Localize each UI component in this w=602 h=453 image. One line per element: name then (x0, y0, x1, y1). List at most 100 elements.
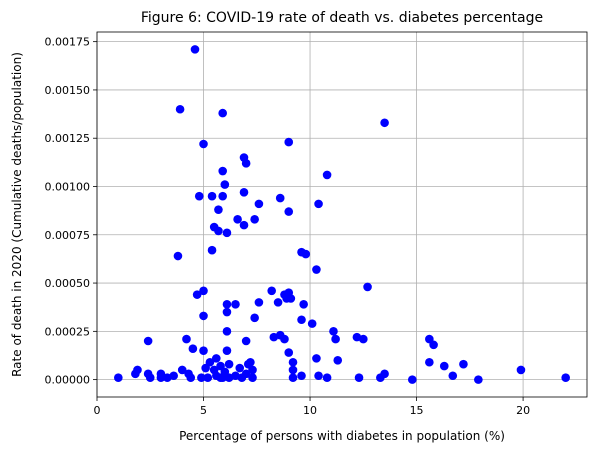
data-point (222, 346, 232, 355)
data-point (199, 286, 208, 296)
data-point (188, 344, 198, 354)
y-tick-label: 0.00075 (45, 229, 91, 242)
data-points (114, 45, 570, 384)
plot-frame (96, 31, 588, 398)
data-point (218, 108, 227, 118)
data-point (474, 375, 483, 384)
data-point (250, 313, 259, 323)
x-tick-label: 10 (303, 404, 317, 417)
y-tick-label: 0.00050 (45, 277, 91, 290)
data-point (322, 373, 332, 382)
chart-title: Figure 6: COVID-19 rate of death vs. dia… (141, 10, 543, 26)
y-axis: 0.00000 0.00025 0.00050 0.00075 0.00100 0.001… (45, 36, 97, 387)
data-point (307, 319, 317, 328)
data-point (239, 187, 249, 197)
data-point (192, 290, 202, 299)
data-point (380, 369, 389, 379)
data-point (275, 193, 285, 203)
x-tick-label: 0 (94, 404, 101, 417)
y-tick-label: 0.00000 (45, 374, 91, 387)
y-tick-label: 0.00100 (45, 180, 91, 193)
data-point (312, 354, 321, 363)
data-point (248, 365, 257, 375)
data-point (439, 361, 449, 371)
data-point (301, 249, 311, 259)
data-point (197, 373, 206, 382)
data-point (173, 251, 183, 261)
data-point (288, 357, 298, 367)
data-point (254, 199, 264, 209)
data-point (175, 104, 185, 114)
data-point (297, 315, 306, 325)
data-point (248, 373, 257, 382)
x-tick-label: 15 (410, 404, 424, 417)
data-point (218, 191, 227, 201)
data-point (156, 373, 166, 382)
data-point (194, 191, 204, 201)
y-tick-label: 0.00025 (45, 325, 91, 338)
y-axis-label: Rate of death in 2020 (Cumulative deaths… (10, 52, 24, 377)
data-point (429, 340, 438, 350)
data-point (329, 327, 338, 336)
data-point (233, 215, 242, 224)
data-point (212, 354, 221, 363)
data-point (246, 357, 255, 367)
data-point (241, 336, 251, 346)
data-point (331, 334, 340, 344)
data-point (114, 373, 123, 382)
data-point (133, 365, 142, 375)
data-point (516, 365, 526, 375)
data-point (459, 359, 468, 369)
data-point (363, 282, 372, 292)
data-point (312, 265, 321, 274)
data-point (408, 375, 417, 384)
x-axis-label: Percentage of persons with diabetes in p… (179, 429, 505, 443)
data-point (186, 373, 196, 382)
data-point (182, 334, 191, 344)
data-point (561, 373, 570, 382)
data-point (224, 359, 234, 369)
data-point (214, 226, 223, 236)
data-point (322, 170, 332, 180)
data-point (241, 159, 251, 168)
data-point (199, 311, 208, 321)
x-tick-label: 5 (200, 404, 207, 417)
x-axis: 0 5 10 15 20 (94, 397, 530, 417)
data-point (284, 348, 294, 357)
data-point (288, 365, 298, 375)
data-point (241, 369, 251, 379)
data-point (297, 371, 306, 381)
data-point (354, 373, 364, 382)
data-point (214, 205, 223, 214)
data-point (250, 215, 259, 224)
data-point (425, 357, 434, 367)
data-point (280, 334, 289, 344)
data-point (286, 294, 296, 303)
data-point (299, 300, 308, 309)
data-point (222, 300, 232, 309)
y-tick-label: 0.00175 (45, 36, 91, 49)
data-point (273, 298, 283, 307)
data-point (222, 228, 232, 238)
data-point (314, 371, 323, 381)
data-point (199, 139, 208, 149)
data-point (284, 207, 294, 216)
data-point (267, 286, 276, 296)
y-tick-label: 0.00150 (45, 84, 91, 97)
data-point (177, 365, 187, 375)
data-point (235, 363, 245, 373)
data-point (203, 373, 213, 382)
data-point (207, 245, 217, 255)
data-point (359, 334, 368, 344)
data-point (220, 180, 230, 189)
x-tick-label: 20 (516, 404, 530, 417)
data-point (190, 45, 200, 54)
y-tick-label: 0.00125 (45, 132, 91, 145)
data-point (207, 191, 217, 201)
data-point (448, 371, 458, 381)
data-point (199, 346, 208, 355)
data-point (288, 373, 298, 382)
data-point (239, 220, 249, 230)
